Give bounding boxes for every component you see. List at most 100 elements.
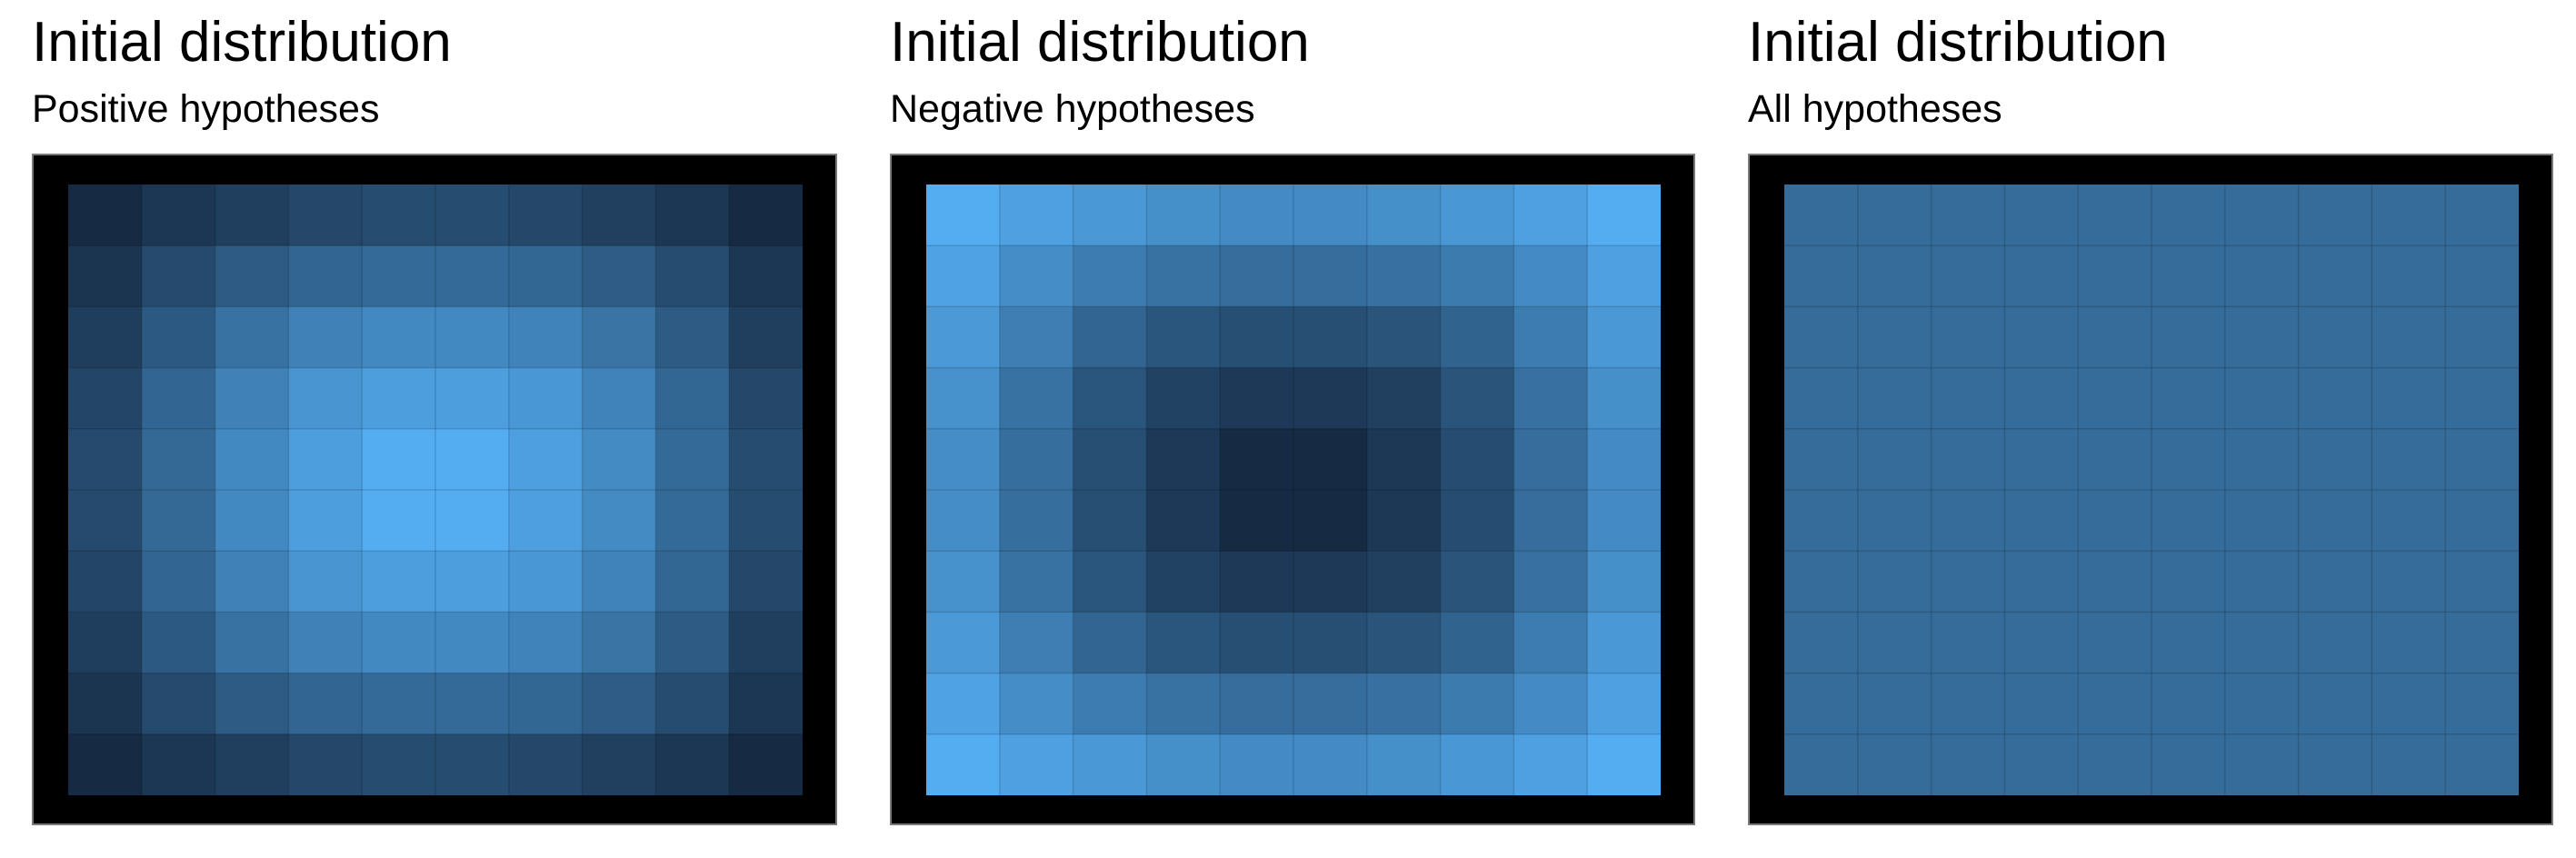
heatmap-cell-r4-c1 bbox=[141, 428, 216, 491]
heatmap-cell-r9-c6 bbox=[508, 733, 584, 795]
heatmap-cell-r5-c2 bbox=[1931, 490, 2005, 552]
heatmap-cell-r9-c6 bbox=[1366, 733, 1442, 795]
heatmap-cell-r2-c3 bbox=[288, 306, 363, 369]
heatmap-cell-r6-c0 bbox=[926, 551, 1001, 613]
heatmap-cell-r8-c4 bbox=[1220, 673, 1294, 735]
heatmap-cell-r1-c7 bbox=[2298, 245, 2372, 307]
heatmap-cell-r4-c7 bbox=[582, 428, 656, 491]
heatmap-cell-r1-c9 bbox=[729, 245, 803, 307]
heatmap-cell-r1-c7 bbox=[582, 245, 656, 307]
heatmap-cell-r4-c8 bbox=[655, 428, 730, 491]
heatmap-cell-r3-c3 bbox=[1146, 367, 1221, 430]
heatmap-cell-r6-c5 bbox=[1293, 551, 1368, 613]
heatmap-cell-r8-c0 bbox=[68, 673, 143, 735]
heatmap-cell-r4-c9 bbox=[2445, 428, 2519, 491]
heatmap-cell-r6-c9 bbox=[1587, 551, 1661, 613]
heatmap-cell-r8-c0 bbox=[926, 673, 1001, 735]
panel-title: Initial distribution bbox=[890, 11, 1310, 74]
heatmap-cell-r5-c1 bbox=[141, 490, 216, 552]
heatmap-cell-r0-c8 bbox=[1513, 185, 1588, 246]
heatmap-cell-r1-c6 bbox=[508, 245, 584, 307]
heatmap-cell-r6-c5 bbox=[435, 551, 510, 613]
heatmap-cell-r7-c4 bbox=[2078, 612, 2152, 674]
heatmap-cell-r7-c6 bbox=[2224, 612, 2300, 674]
heatmap-cell-r3-c0 bbox=[68, 367, 143, 430]
heatmap-cell-r6-c4 bbox=[362, 551, 436, 613]
heatmap-cell-r8-c2 bbox=[1073, 673, 1147, 735]
heatmap-cell-r0-c0 bbox=[926, 185, 1001, 246]
heatmap-cell-r6-c5 bbox=[2152, 551, 2226, 613]
heatmap-cell-r8-c5 bbox=[435, 673, 510, 735]
heatmap-all bbox=[1784, 185, 2519, 795]
heatmap-cell-r7-c7 bbox=[1440, 612, 1514, 674]
heatmap-cell-r2-c2 bbox=[1931, 306, 2005, 369]
heatmap-cell-r4-c9 bbox=[729, 428, 803, 491]
heatmap-cell-r0-c4 bbox=[362, 185, 436, 246]
heatmap-cell-r8-c4 bbox=[362, 673, 436, 735]
heatmap-cell-r3-c7 bbox=[2298, 367, 2372, 430]
heatmap-cell-r9-c2 bbox=[1931, 733, 2005, 795]
heatmap-cell-r0-c2 bbox=[1073, 185, 1147, 246]
heatmap-cell-r1-c1 bbox=[999, 245, 1074, 307]
heatmap-cell-r6-c1 bbox=[999, 551, 1074, 613]
heatmap-cell-r6-c1 bbox=[1857, 551, 1932, 613]
heatmap-cell-r9-c7 bbox=[582, 733, 656, 795]
heatmap-cell-r4-c4 bbox=[2078, 428, 2152, 491]
heatmap-cell-r7-c0 bbox=[926, 612, 1001, 674]
heatmap-cell-r9-c5 bbox=[2152, 733, 2226, 795]
heatmap-cell-r4-c5 bbox=[435, 428, 510, 491]
heatmap-cell-r8-c8 bbox=[2371, 673, 2446, 735]
heatmap-cell-r5-c8 bbox=[655, 490, 730, 552]
heatmap-cell-r5-c7 bbox=[2298, 490, 2372, 552]
heatmap-cell-r9-c6 bbox=[2224, 733, 2300, 795]
heatmap-cell-r8-c7 bbox=[1440, 673, 1514, 735]
heatmap-cell-r0-c2 bbox=[215, 185, 289, 246]
heatmap-cell-r2-c4 bbox=[2078, 306, 2152, 369]
heatmap-cell-r5-c7 bbox=[1440, 490, 1514, 552]
heatmap-cell-r1-c5 bbox=[1293, 245, 1368, 307]
heatmap-cell-r7-c6 bbox=[508, 612, 584, 674]
heatmap-cell-r6-c0 bbox=[68, 551, 143, 613]
heatmap-cell-r4-c0 bbox=[1784, 428, 1859, 491]
heatmap-cell-r5-c3 bbox=[1146, 490, 1221, 552]
heatmap-cell-r9-c8 bbox=[2371, 733, 2446, 795]
heatmap-cell-r3-c5 bbox=[435, 367, 510, 430]
heatmap-cell-r5-c0 bbox=[68, 490, 143, 552]
heatmap-cell-r2-c7 bbox=[2298, 306, 2372, 369]
heatmap-cell-r3-c6 bbox=[1366, 367, 1442, 430]
heatmap-cell-r0-c7 bbox=[1440, 185, 1514, 246]
heatmap-cell-r2-c5 bbox=[1293, 306, 1368, 369]
heatmap-cell-r8-c6 bbox=[2224, 673, 2300, 735]
heatmap-cell-r7-c4 bbox=[1220, 612, 1294, 674]
heatmap-cell-r8-c4 bbox=[2078, 673, 2152, 735]
heatmap-cell-r8-c5 bbox=[2152, 673, 2226, 735]
heatmap-cell-r1-c3 bbox=[1146, 245, 1221, 307]
heatmap-cell-r8-c3 bbox=[1146, 673, 1221, 735]
heatmap-cell-r1-c4 bbox=[1220, 245, 1294, 307]
heatmap-cell-r7-c0 bbox=[1784, 612, 1859, 674]
heatmap-cell-r7-c8 bbox=[655, 612, 730, 674]
heatmap-cell-r8-c3 bbox=[288, 673, 363, 735]
heatmap-cell-r4-c3 bbox=[1146, 428, 1221, 491]
heatmap-cell-r4-c5 bbox=[2152, 428, 2226, 491]
heatmap-cell-r3-c5 bbox=[2152, 367, 2226, 430]
heatmap-cell-r2-c1 bbox=[999, 306, 1074, 369]
plot-frame bbox=[890, 154, 1695, 825]
heatmap-cell-r7-c7 bbox=[582, 612, 656, 674]
heatmap-cell-r2-c5 bbox=[2152, 306, 2226, 369]
heatmap-cell-r3-c0 bbox=[926, 367, 1001, 430]
heatmap-cell-r1-c5 bbox=[2152, 245, 2226, 307]
heatmap-cell-r2-c3 bbox=[2004, 306, 2079, 369]
heatmap-cell-r7-c6 bbox=[1366, 612, 1442, 674]
heatmap-cell-r2-c4 bbox=[1220, 306, 1294, 369]
heatmap-cell-r5-c5 bbox=[435, 490, 510, 552]
heatmap-cell-r9-c0 bbox=[68, 733, 143, 795]
heatmap-cell-r1-c8 bbox=[2371, 245, 2446, 307]
heatmap-cell-r3-c2 bbox=[1931, 367, 2005, 430]
heatmap-cell-r3-c4 bbox=[2078, 367, 2152, 430]
heatmap-cell-r9-c3 bbox=[2004, 733, 2079, 795]
heatmap-cell-r2-c2 bbox=[1073, 306, 1147, 369]
heatmap-cell-r0-c5 bbox=[1293, 185, 1368, 246]
heatmap-cell-r3-c4 bbox=[362, 367, 436, 430]
heatmap-cell-r3-c1 bbox=[141, 367, 216, 430]
